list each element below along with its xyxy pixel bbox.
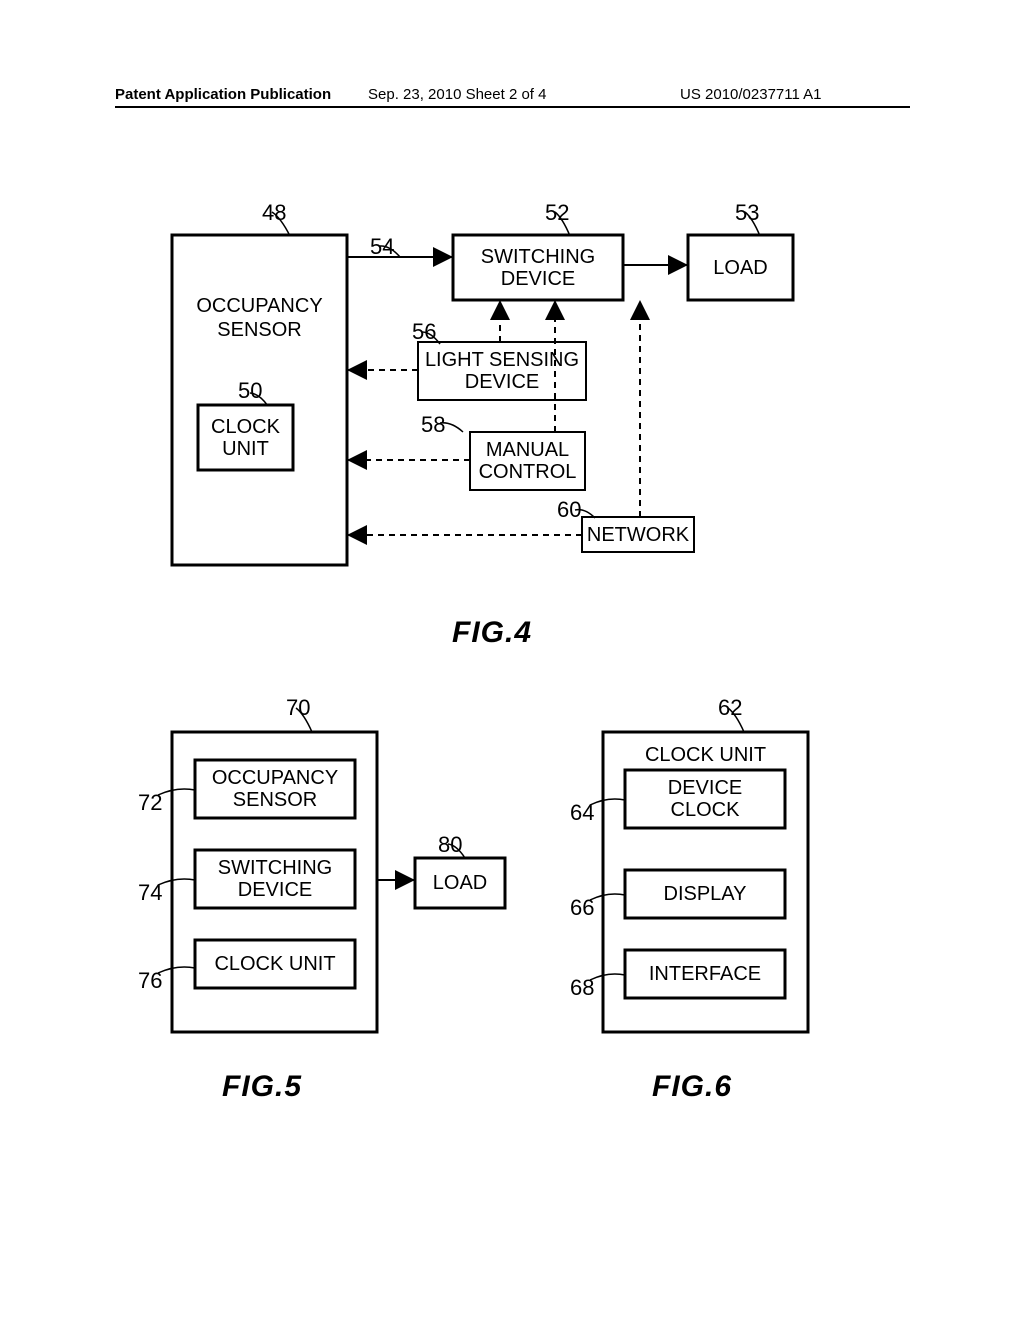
diagram-svg	[0, 0, 1024, 1320]
page: Patent Application Publication Sep. 23, …	[0, 0, 1024, 1320]
